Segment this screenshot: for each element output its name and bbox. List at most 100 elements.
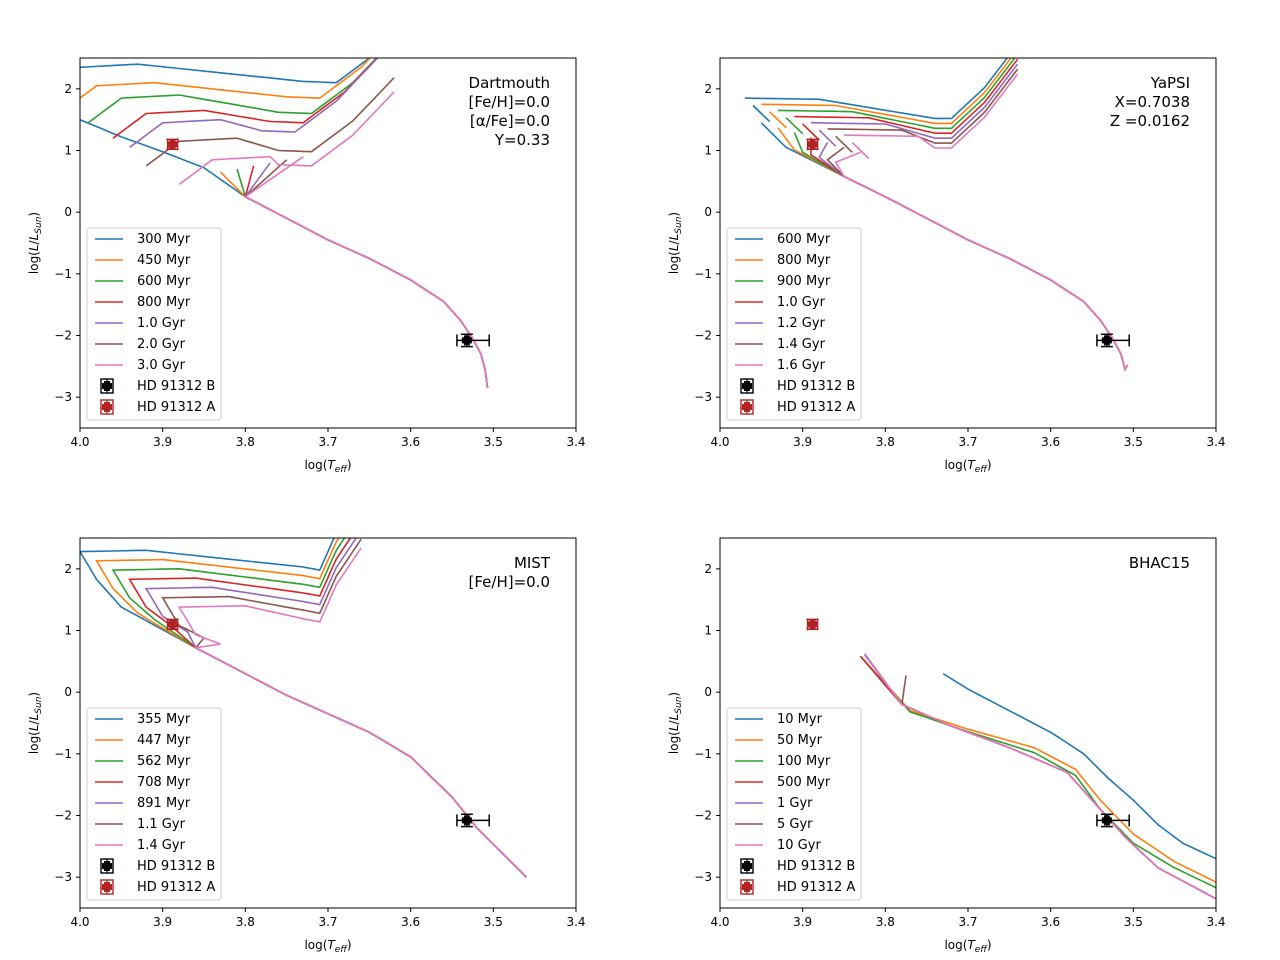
y-tick-label: 2 [704,82,712,96]
legend-label: 1.2 Gyr [777,316,826,331]
legend-label: 900 Myr [777,274,831,289]
y-tick-label: 1 [704,624,712,638]
y-axis-label: log(L/LSun) [27,212,44,274]
model-annotation: [Fe/H]=0.0 [469,573,551,591]
legend-label: 1.4 Gyr [137,838,186,853]
isochrone-3.0-gyr-giant [178,91,395,186]
legend-star-marker [742,861,752,871]
x-tick-label: 3.9 [793,915,812,929]
isochrone-1.2-gyr-giant [810,63,1019,139]
star-marker [167,139,178,150]
model-annotation: BHAC15 [1129,554,1190,572]
isochrone-447-myr-giant [95,538,340,590]
isochrone-450-myr-giant [80,58,372,100]
isochrone-600-myr [236,168,489,389]
isochrone-800-myr-giant [761,58,1012,125]
x-tick-label: 3.5 [484,915,503,929]
legend-label: 2.0 Gyr [137,337,186,352]
legend-label: HD 91312 B [137,379,215,394]
x-tick-label: 3.9 [793,435,812,449]
isochrone-1.4-gyr-hook [835,135,853,153]
isochrone-900-myr-hook [785,117,804,135]
x-tick-label: 3.4 [1206,435,1225,449]
model-annotation: Z =0.0162 [1110,112,1190,130]
legend: 10 Myr 50 Myr 100 Myr 500 Myr 1 Gyr 5 Gyr 10 G… [726,707,862,901]
panel-3: 4.0 3.9 3.8 3.7 3.6 3.5 3.4 2 1 0 −1 −2 −3 log(Teff) l… [27,537,586,955]
y-tick-label: −2 [694,809,712,823]
isochrone-300-myr-giant [80,58,371,84]
legend-label: 1.1 Gyr [137,817,186,832]
star-b [456,813,490,828]
star-b [1096,813,1130,828]
isochrone-562-myr-giant [111,538,346,599]
y-tick-label: 0 [64,205,72,219]
isochrone-3.0-gyr [243,156,489,389]
legend-label: 1.0 Gyr [137,316,186,331]
y-tick-label: 0 [704,685,712,699]
legend-label: 355 Myr [137,712,191,727]
isochrone-1.0-gyr-giant [129,58,379,149]
isochrone-group [80,58,489,389]
legend-box [86,707,222,901]
x-tick-label: 4.0 [710,435,729,449]
isochrone-1.2-gyr-hook [818,129,837,147]
isochrone-1.4-gyr [193,634,527,878]
x-tick-label: 4.0 [70,915,89,929]
isochrone-600-myr-giant [744,58,1009,120]
model-annotation: MIST [514,554,551,572]
isochrone-2.0-gyr [243,159,489,389]
x-tick-label: 4.0 [70,435,89,449]
legend-star-marker [102,882,112,892]
x-tick-label: 4.0 [710,915,729,929]
isochrone-1.4-gyr [826,146,1129,372]
y-tick-label: 1 [64,144,72,158]
y-tick-label: 1 [64,624,72,638]
isochrone-800-myr-hook [769,111,787,129]
legend-label: HD 91312 B [777,859,855,874]
x-axis-label: log(Teff) [944,938,991,955]
panel-2: 4.0 3.9 3.8 3.7 3.6 3.5 3.4 2 1 0 −1 −2 −3 log(Teff) l… [667,57,1226,475]
isochrone-600-myr-giant [87,58,378,124]
star-marker [1101,335,1112,346]
x-tick-label: 3.8 [876,435,895,449]
x-tick-label: 3.7 [318,435,337,449]
legend: 600 Myr 800 Myr 900 Myr 1.0 Gyr 1.2 Gyr 1.4 G… [726,227,862,421]
x-tick-label: 3.9 [153,435,172,449]
x-tick-label: 3.5 [1124,915,1143,929]
x-tick-label: 3.7 [958,435,977,449]
x-tick-label: 3.4 [1206,915,1225,929]
legend-label: 450 Myr [137,253,191,268]
star-marker [1101,815,1112,826]
star-marker [807,139,818,150]
isochrone-group [859,653,1216,900]
legend-star-marker [102,861,112,871]
y-tick-label: −3 [54,390,72,404]
y-tick-label: −3 [694,390,712,404]
isochrone-500-myr [859,655,1216,900]
star-a [806,618,819,631]
legend-label: 891 Myr [137,796,191,811]
x-tick-label: 3.6 [1041,915,1060,929]
legend-label: 100 Myr [777,754,831,769]
isochrone-800-myr [244,165,489,389]
y-tick-label: 2 [64,82,72,96]
x-axis-label: log(Teff) [304,458,351,475]
legend-label: 300 Myr [137,232,191,247]
legend-label: 10 Myr [777,712,823,727]
legend-label: 10 Gyr [777,838,821,853]
legend-label: HD 91312 A [777,400,855,415]
legend-label: HD 91312 A [137,400,215,415]
isochrone-1.0-gyr-hook [802,123,820,141]
y-tick-label: 2 [64,562,72,576]
x-tick-label: 3.5 [484,435,503,449]
isochrone-355-myr-giant [80,538,335,580]
y-tick-label: −2 [694,329,712,343]
legend-star-marker [102,381,112,391]
legend: 355 Myr 447 Myr 562 Myr 708 Myr 891 Myr 1.1 G… [86,707,222,901]
legend-label: HD 91312 A [137,880,215,895]
x-tick-label: 3.4 [566,915,585,929]
legend-label: 708 Myr [137,775,191,790]
isochrone-1.2-gyr [818,142,1129,372]
isochrone-1.4-gyr-giant [177,547,362,636]
